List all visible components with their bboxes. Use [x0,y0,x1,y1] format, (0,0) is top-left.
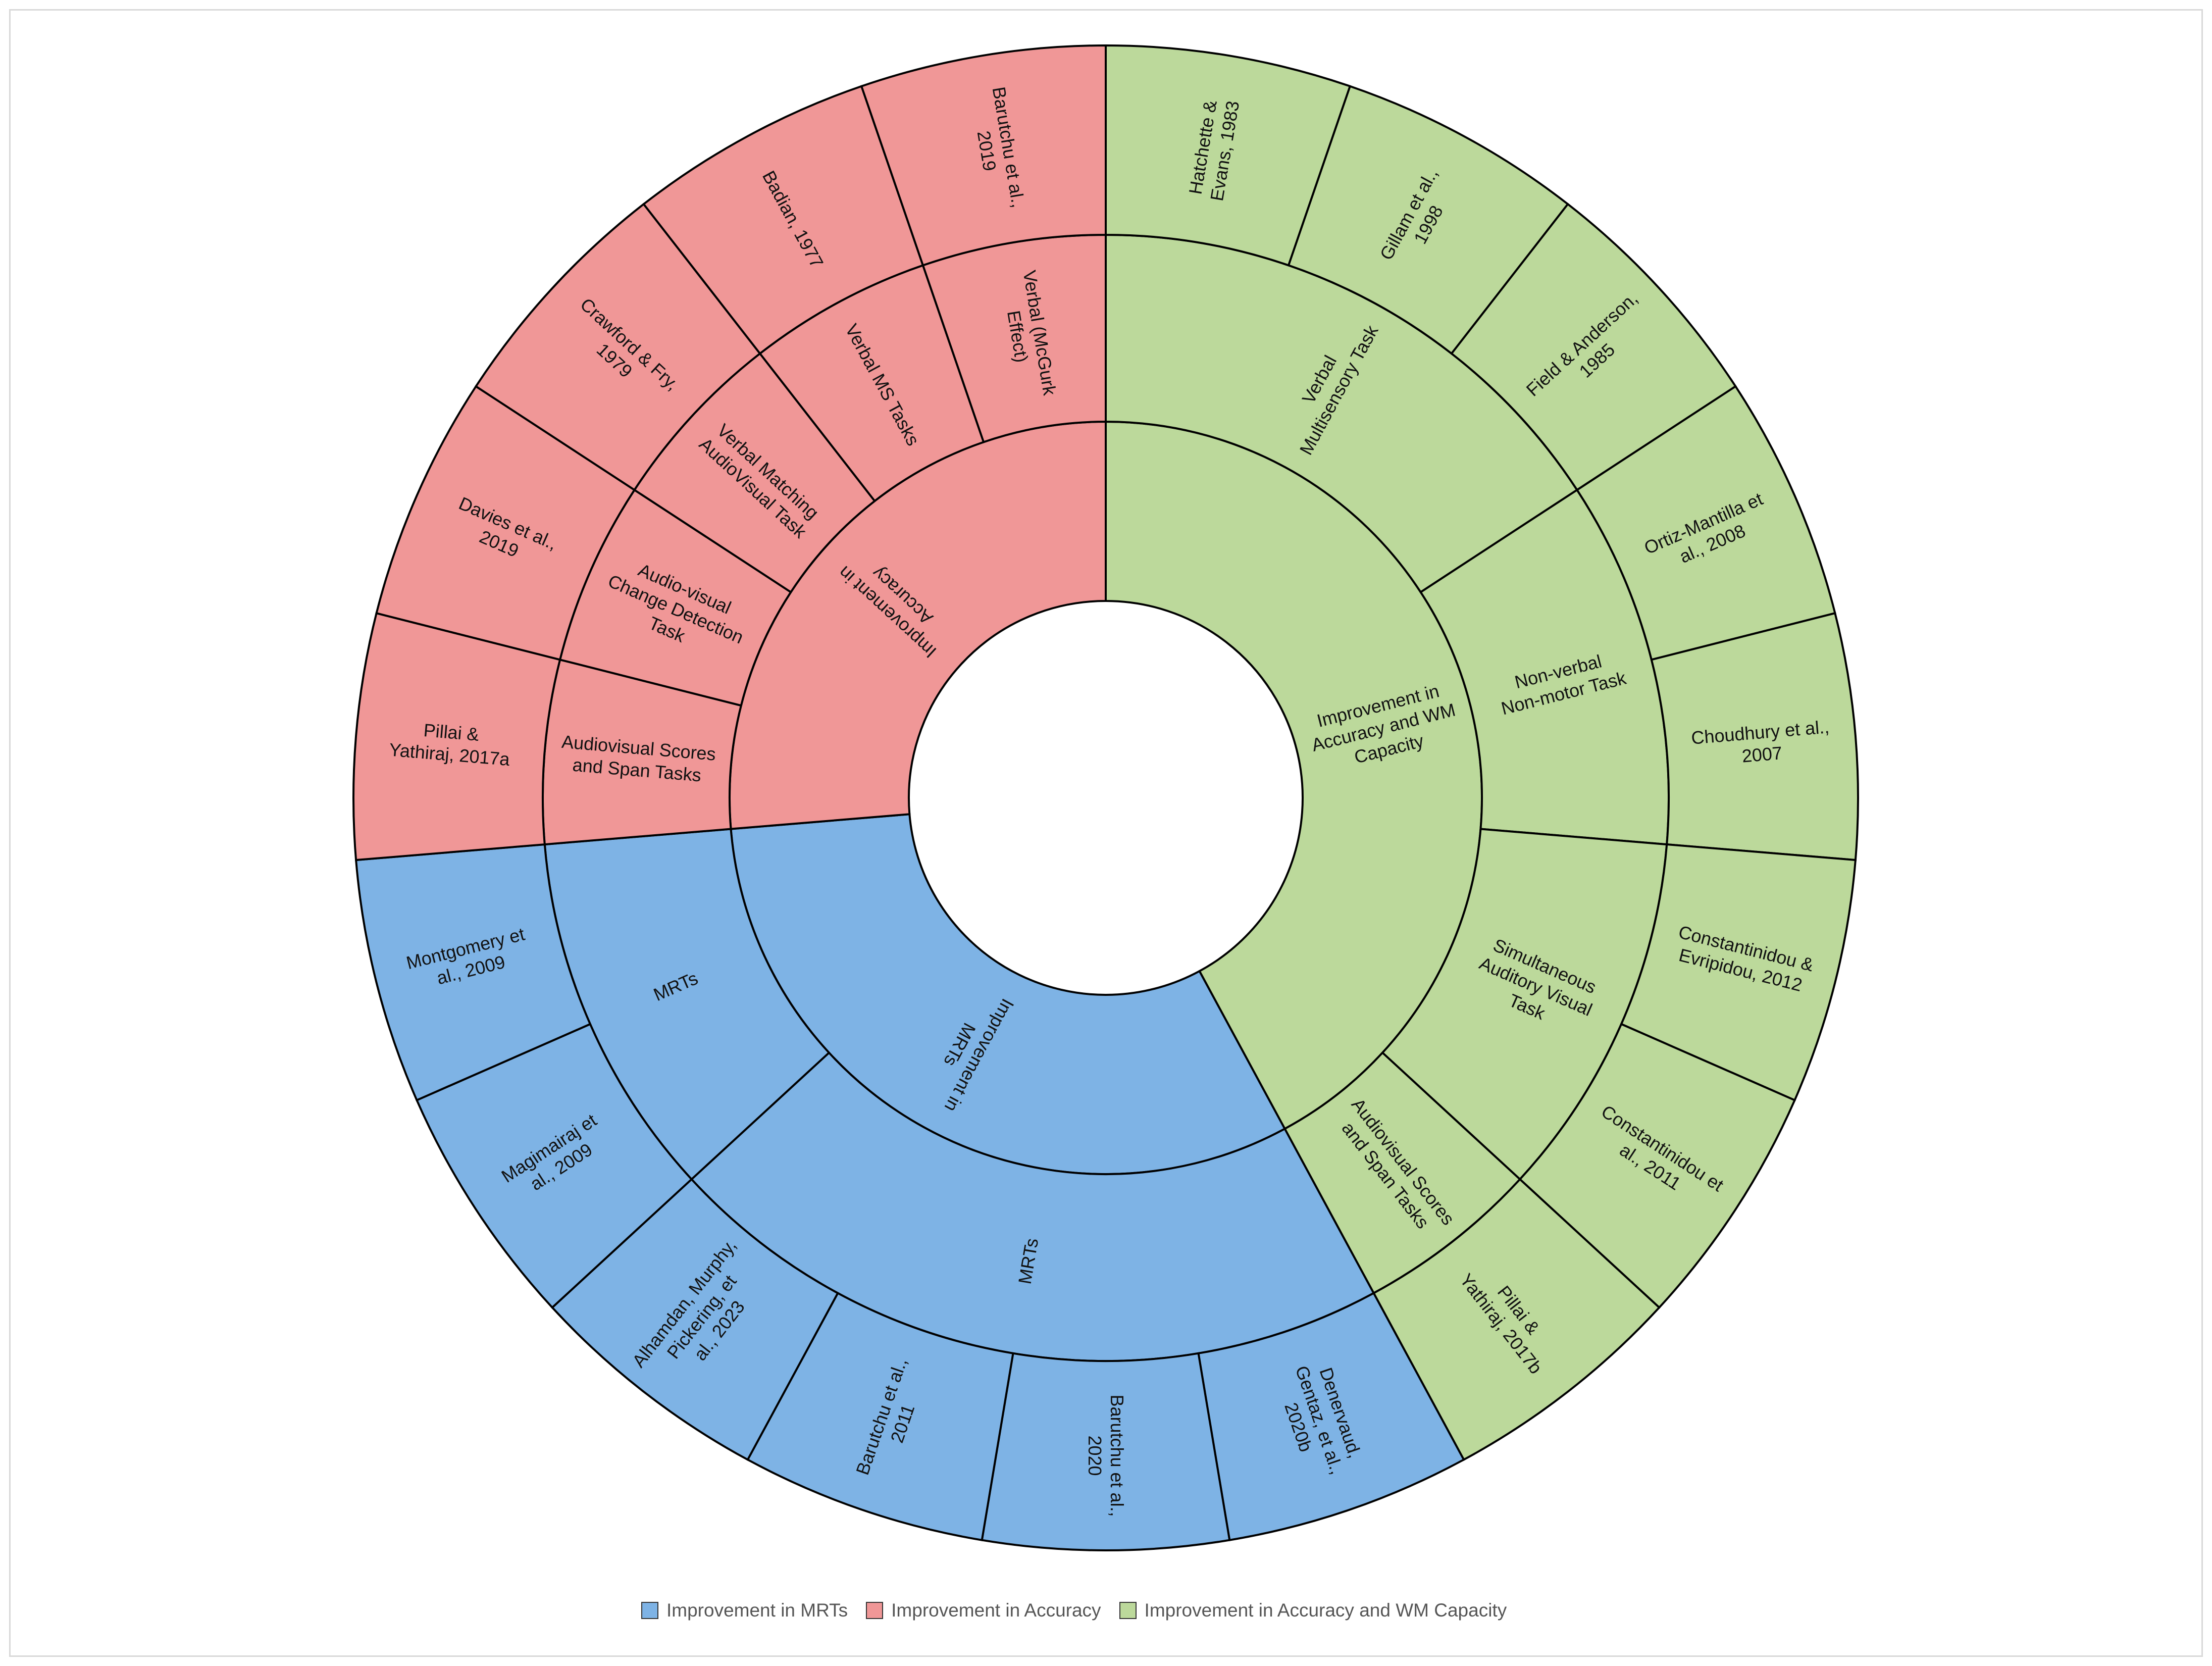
legend: Improvement in MRTs Improvement in Accura… [641,1600,1525,1621]
segment-barutchu-et-al-2019 [860,44,1107,267]
legend-label: Improvement in MRTs [666,1600,848,1621]
legend-item-improvement-in-accuracy: Improvement in Accuracy [866,1600,1101,1621]
legend-label: Improvement in Accuracy and WM Capacity [1144,1600,1507,1621]
legend-swatch [1119,1602,1137,1619]
segment-barutchu-et-al-2020 [981,1352,1231,1552]
legend-swatch [866,1602,884,1619]
legend-item-improvement-in-mrts: Improvement in MRTs [641,1600,848,1621]
legend-label: Improvement in Accuracy [891,1600,1101,1621]
legend-item-improvement-in-accuracy-and-wm-capacity: Improvement in Accuracy and WM Capacity [1119,1600,1507,1621]
legend-swatch [641,1602,658,1619]
label-barutchu-et-al-2020: Barutchu et al.,2020 [1085,1394,1127,1517]
